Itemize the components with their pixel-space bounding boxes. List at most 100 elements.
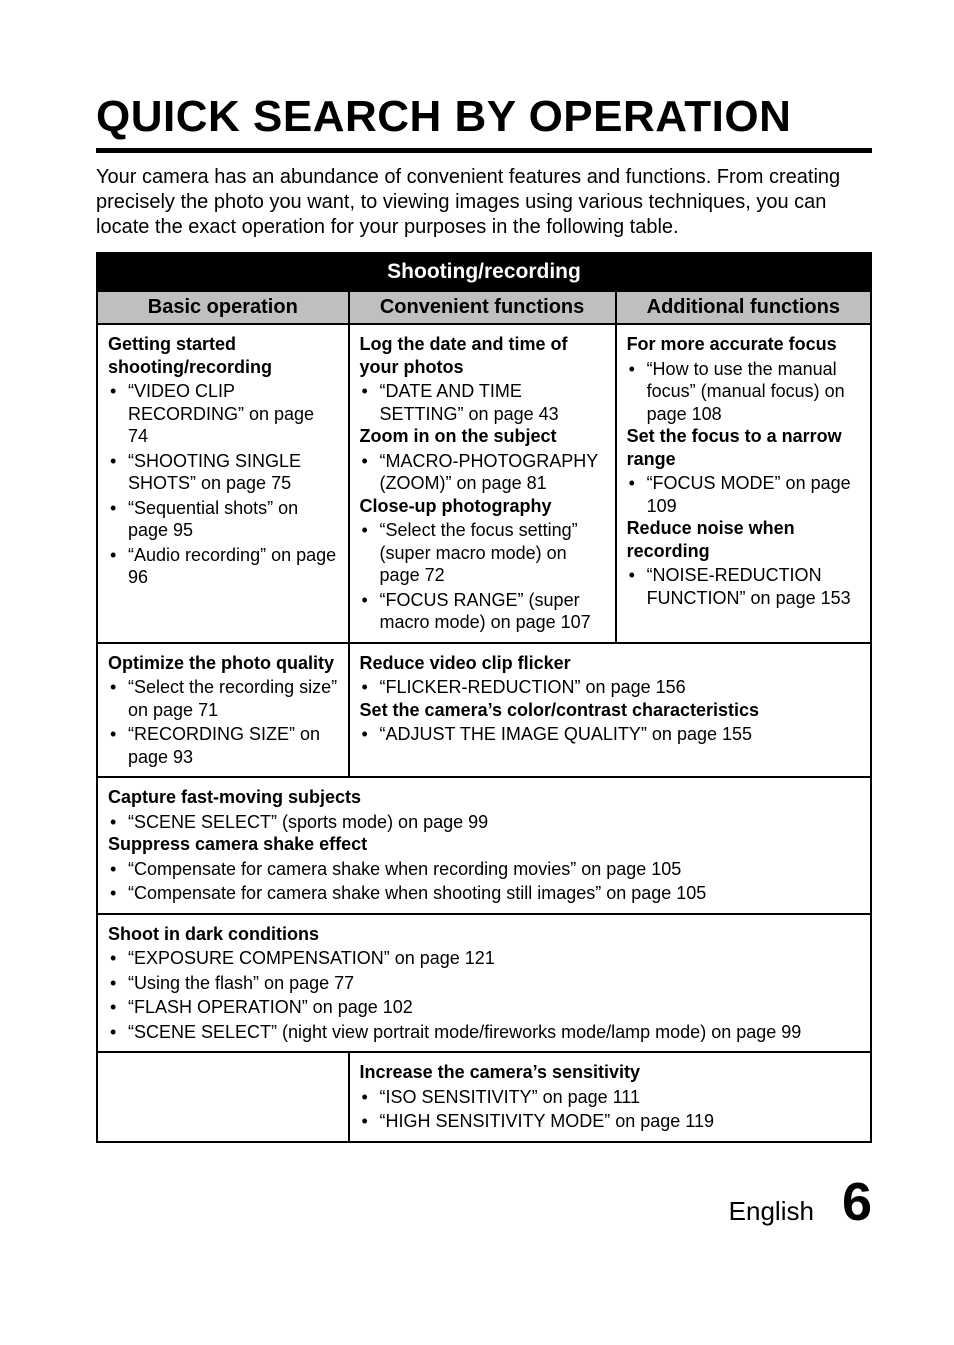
bullet-icon: • <box>629 564 635 587</box>
page-footer: English 6 <box>96 1171 872 1233</box>
heading: Suppress camera shake effect <box>108 833 860 856</box>
list-text: “Audio recording” on page 96 <box>128 545 336 588</box>
bullet-icon: • <box>362 380 368 403</box>
table-row: Basic operation Convenient functions Add… <box>97 291 871 324</box>
table-row: Shoot in dark conditions •“EXPOSURE COMP… <box>97 914 871 1053</box>
bullet-icon: • <box>362 676 368 699</box>
list-item: •“FLASH OPERATION” on page 102 <box>108 996 860 1019</box>
page-container: QUICK SEARCH BY OPERATION Your camera ha… <box>0 0 954 1281</box>
bullet-icon: • <box>362 519 368 542</box>
list-item: •“Using the flash” on page 77 <box>108 972 860 995</box>
heading: Increase the camera’s sensitivity <box>360 1061 860 1084</box>
list-text: “MACRO-PHOTOGRAPHY (ZOOM)” on page 81 <box>380 451 598 494</box>
list-text: “DATE AND TIME SETTING” on page 43 <box>380 381 559 424</box>
list-text: “SCENE SELECT” (night view portrait mode… <box>128 1022 801 1042</box>
list-item: •“Sequential shots” on page 95 <box>108 497 338 542</box>
bullet-icon: • <box>110 947 116 970</box>
list-text: “FLICKER-REDUCTION” on page 156 <box>380 677 686 697</box>
cell-empty <box>97 1052 349 1142</box>
cell-fast-moving: Capture fast-moving subjects •“SCENE SEL… <box>97 777 871 914</box>
list-item: •“FOCUS RANGE” (super macro mode) on pag… <box>360 589 605 634</box>
bullet-icon: • <box>110 380 116 403</box>
bullet-list: • “ISO SENSITIVITY” on page 111 • “HIGH SE… <box>360 1086 860 1133</box>
bullet-list: • “How to use the manual focus” (manual f… <box>627 358 860 426</box>
page-title: QUICK SEARCH BY OPERATION <box>96 92 872 142</box>
bullet-list: • “Compensate for camera shake when recor… <box>108 858 860 905</box>
list-item: • “DATE AND TIME SETTING” on page 43 <box>360 380 605 425</box>
list-text: “RECORDING SIZE” on page 93 <box>128 724 320 767</box>
list-text: “Sequential shots” on page 95 <box>128 498 298 541</box>
footer-page-number: 6 <box>842 1171 872 1233</box>
bullet-icon: • <box>110 972 116 995</box>
bullet-icon: • <box>110 858 116 881</box>
bullet-list: • “EXPOSURE COMPENSATION” on page 121 •“U… <box>108 947 860 1043</box>
list-text: “FOCUS RANGE” (super macro mode) on page… <box>380 590 591 633</box>
list-text: “ADJUST THE IMAGE QUALITY” on page 155 <box>380 724 752 744</box>
list-item: • “Compensate for camera shake when recor… <box>108 858 860 881</box>
table-row: Capture fast-moving subjects •“SCENE SEL… <box>97 777 871 914</box>
list-item: • “SCENE SELECT” (night view portrait mod… <box>108 1021 860 1044</box>
list-text: “Select the focus setting” (super macro … <box>380 520 578 585</box>
bullet-icon: • <box>362 1086 368 1109</box>
list-item: • “FLICKER-REDUCTION” on page 156 <box>360 676 860 699</box>
heading: Set the camera’s color/contrast characte… <box>360 699 860 722</box>
bullet-list: •“MACRO-PHOTOGRAPHY (ZOOM)” on page 81 <box>360 450 605 495</box>
bullet-icon: • <box>110 1021 116 1044</box>
list-item: • “Select the recording size” on page 71 <box>108 676 338 721</box>
list-text: “EXPOSURE COMPENSATION” on page 121 <box>128 948 495 968</box>
list-item: • “EXPOSURE COMPENSATION” on page 121 <box>108 947 860 970</box>
list-item: • “How to use the manual focus” (manual f… <box>627 358 860 426</box>
heading: Getting started <box>108 333 338 356</box>
bullet-icon: • <box>110 723 116 746</box>
list-text: “SHOOTING SINGLE SHOTS” on page 75 <box>128 451 301 494</box>
list-item: •“SCENE SELECT” (sports mode) on page 99 <box>108 811 860 834</box>
list-text: “Select the recording size” on page 71 <box>128 677 337 720</box>
bullet-list: • “FOCUS MODE” on page 109 <box>627 472 860 517</box>
heading: Log the date and time of your photos <box>360 333 605 378</box>
bullet-list: • “ADJUST THE IMAGE QUALITY” on page 155 <box>360 723 860 746</box>
heading: Zoom in on the subject <box>360 425 605 448</box>
bullet-list: • “DATE AND TIME SETTING” on page 43 <box>360 380 605 425</box>
bullet-icon: • <box>110 882 116 905</box>
list-text: “VIDEO CLIP RECORDING” on page 74 <box>128 381 314 446</box>
list-text: “Compensate for camera shake when record… <box>128 859 681 879</box>
list-text: “ISO SENSITIVITY” on page 111 <box>380 1087 640 1107</box>
cell-optimize: Optimize the photo quality • “Select the … <box>97 643 349 778</box>
heading: Close-up photography <box>360 495 605 518</box>
bullet-icon: • <box>110 544 116 567</box>
list-text: “SCENE SELECT” (sports mode) on page 99 <box>128 812 488 832</box>
bullet-list: •“Select the recording size” on page 71 … <box>108 676 338 768</box>
bullet-list: • “VIDEO CLIP RECORDING” on page 74 • “SHO… <box>108 380 338 589</box>
list-text: “FLASH OPERATION” on page 102 <box>128 997 413 1017</box>
list-item: • “VIDEO CLIP RECORDING” on page 74 <box>108 380 338 448</box>
list-item: •“MACRO-PHOTOGRAPHY (ZOOM)” on page 81 <box>360 450 605 495</box>
list-text: “FOCUS MODE” on page 109 <box>647 473 851 516</box>
table-header-top: Shooting/recording <box>97 253 871 291</box>
bullet-icon: • <box>110 450 116 473</box>
heading: Optimize the photo quality <box>108 652 338 675</box>
footer-language: English <box>729 1196 814 1227</box>
list-text: “Compensate for camera shake when shooti… <box>128 883 706 903</box>
list-item: • “NOISE-REDUCTION FUNCTION” on page 153 <box>627 564 860 609</box>
bullet-icon: • <box>362 1110 368 1133</box>
list-item: • “RECORDING SIZE” on page 93 <box>108 723 338 768</box>
bullet-icon: • <box>362 723 368 746</box>
heading: For more accurate focus <box>627 333 860 356</box>
table-subheader-convenient: Convenient functions <box>349 291 616 324</box>
heading: Set the focus to a narrow range <box>627 425 860 470</box>
bullet-list: • “NOISE-REDUCTION FUNCTION” on page 153 <box>627 564 860 609</box>
heading: Capture fast-moving subjects <box>108 786 860 809</box>
bullet-icon: • <box>629 358 635 381</box>
heading: Reduce video clip flicker <box>360 652 860 675</box>
heading: Reduce noise when recording <box>627 517 860 562</box>
table-subheader-additional: Additional functions <box>616 291 871 324</box>
title-divider <box>96 148 872 153</box>
list-item: • “HIGH SENSITIVITY MODE” on page 119 <box>360 1110 860 1133</box>
list-text: “HIGH SENSITIVITY MODE” on page 119 <box>380 1111 714 1131</box>
bullet-icon: • <box>629 472 635 495</box>
list-text: “NOISE-REDUCTION FUNCTION” on page 153 <box>647 565 851 608</box>
bullet-icon: • <box>110 676 116 699</box>
list-text: “How to use the manual focus” (manual fo… <box>647 359 845 424</box>
cell-sensitivity: Increase the camera’s sensitivity • “ISO … <box>349 1052 871 1142</box>
cell-dark-conditions: Shoot in dark conditions •“EXPOSURE COMP… <box>97 914 871 1053</box>
